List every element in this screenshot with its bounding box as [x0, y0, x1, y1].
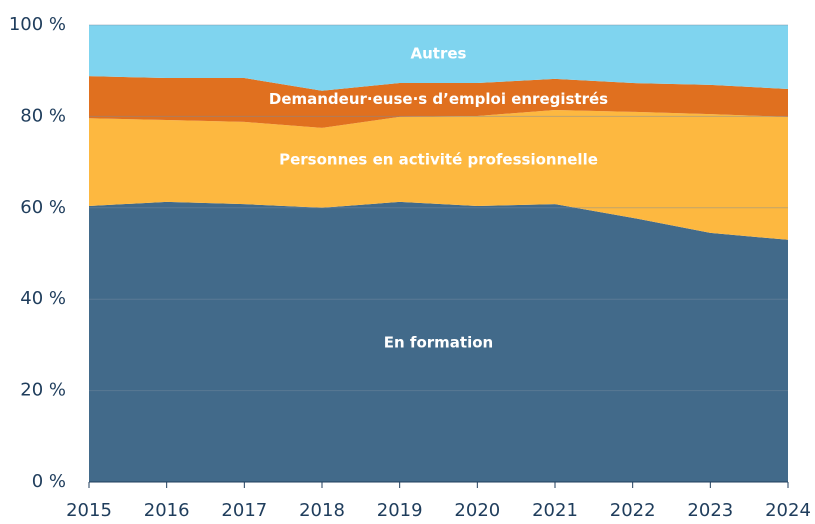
y-tick-label: 0 % [32, 471, 66, 492]
x-tick-label: 2024 [765, 500, 811, 521]
x-tick-label: 2022 [610, 500, 656, 521]
series-label: Personnes en activité professionnelle [279, 151, 598, 169]
series-label: En formation [384, 333, 493, 351]
area [89, 76, 788, 128]
x-tick-label: 2021 [532, 500, 578, 521]
series-label: Demandeur·euse·s d’emploi enregistrés [269, 90, 608, 108]
y-tick-label: 40 % [20, 288, 66, 309]
series-label: Autres [411, 45, 467, 63]
x-tick-label: 2017 [221, 500, 267, 521]
area [89, 110, 788, 240]
x-tick-label: 2019 [377, 500, 423, 521]
y-tick-label: 100 % [9, 14, 66, 35]
area [89, 201, 788, 482]
y-tick-label: 20 % [20, 380, 66, 401]
y-tick-label: 80 % [20, 105, 66, 126]
x-tick-label: 2020 [454, 500, 500, 521]
x-tick-label: 2015 [66, 500, 112, 521]
area [89, 25, 788, 91]
y-tick-label: 60 % [20, 197, 66, 218]
x-tick-label: 2018 [299, 500, 345, 521]
x-tick-label: 2016 [144, 500, 190, 521]
x-tick-label: 2023 [687, 500, 733, 521]
